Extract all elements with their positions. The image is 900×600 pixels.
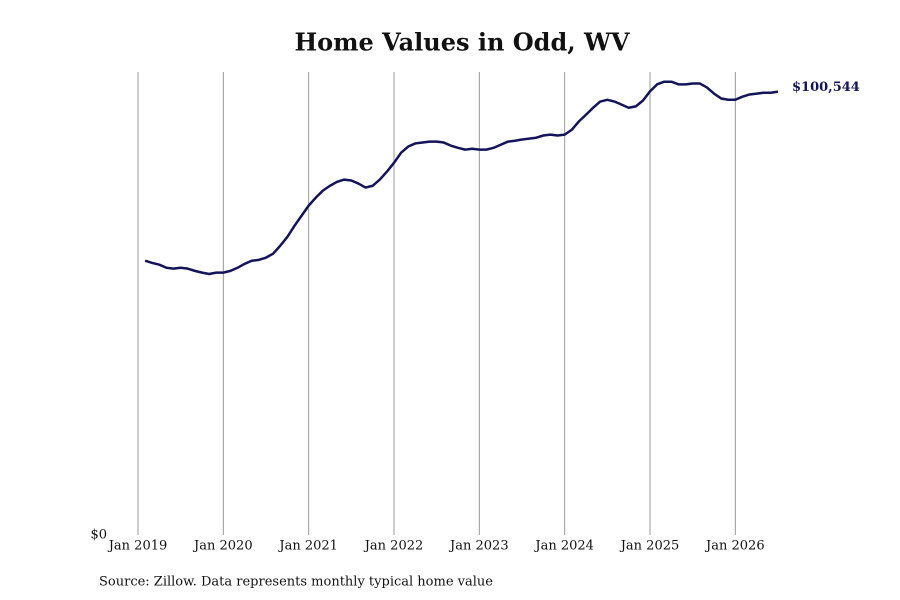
x-tick-label: Jan 2025 xyxy=(619,539,680,554)
x-tick-label: Jan 2021 xyxy=(277,539,338,554)
end-value-label: $100,544 xyxy=(792,80,860,95)
x-tick-label: Jan 2024 xyxy=(533,539,594,554)
chart-title: Home Values in Odd, WV xyxy=(294,28,629,57)
y-tick-label: $0 xyxy=(90,528,107,543)
series-line xyxy=(144,80,779,276)
x-tick-label: Jan 2022 xyxy=(363,539,424,554)
x-tick-label: Jan 2023 xyxy=(448,539,509,554)
source-note: Source: Zillow. Data represents monthly … xyxy=(99,575,493,590)
x-tick-label: Jan 2019 xyxy=(107,539,168,554)
x-tick-label: Jan 2020 xyxy=(192,539,253,554)
x-tick-label: Jan 2026 xyxy=(704,539,765,554)
